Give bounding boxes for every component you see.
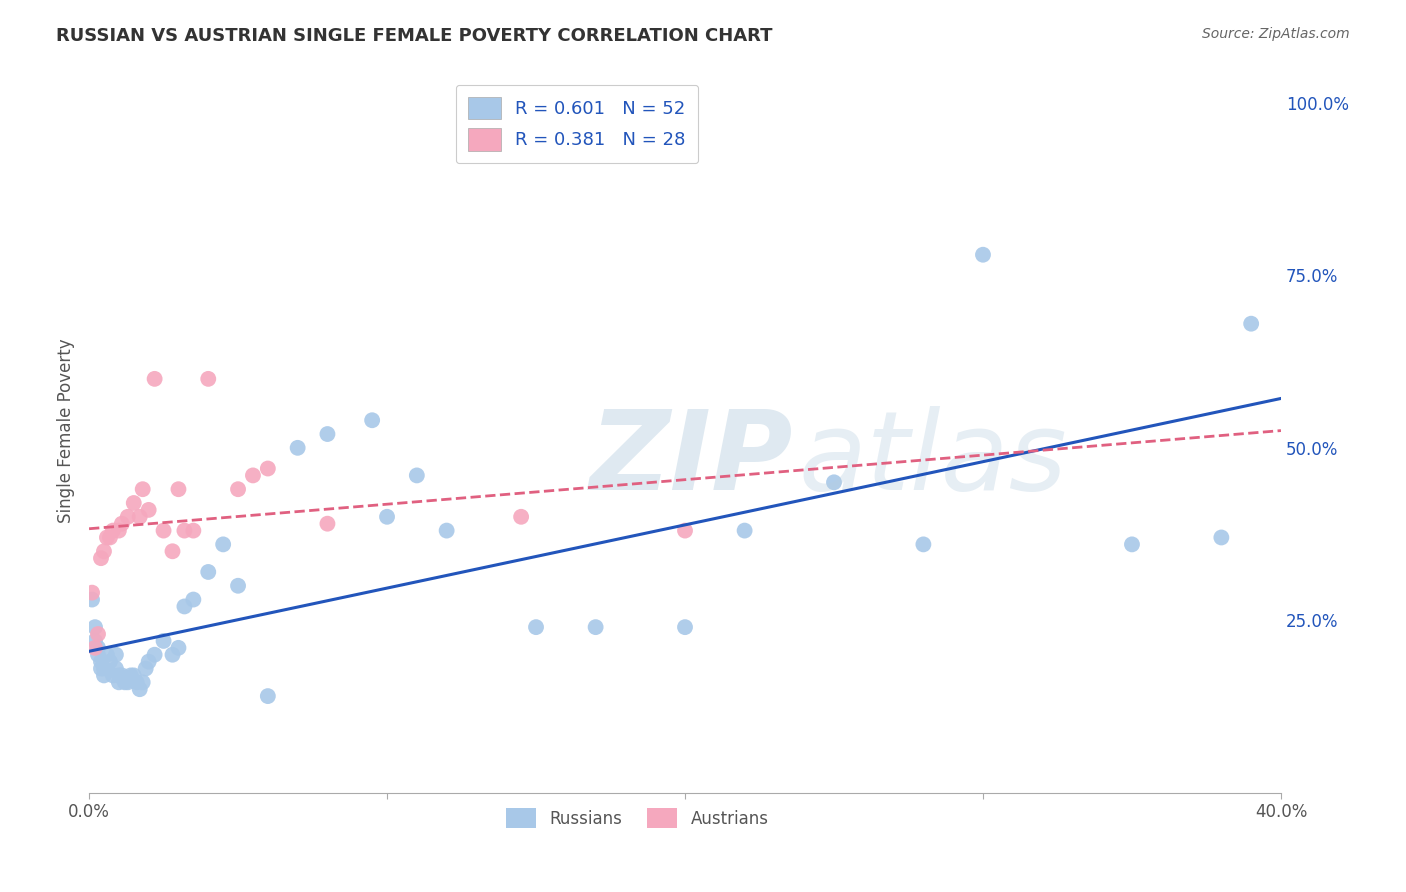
Point <box>128 682 150 697</box>
Point <box>173 524 195 538</box>
Point <box>84 640 107 655</box>
Point <box>120 668 142 682</box>
Point <box>167 482 190 496</box>
Point <box>972 248 994 262</box>
Point <box>80 592 103 607</box>
Point <box>375 509 398 524</box>
Point <box>108 668 131 682</box>
Point <box>183 592 205 607</box>
Point <box>823 475 845 490</box>
Point <box>104 648 127 662</box>
Point <box>131 675 153 690</box>
Point <box>316 427 339 442</box>
Point <box>1121 537 1143 551</box>
Point <box>183 524 205 538</box>
Point <box>167 640 190 655</box>
Point <box>114 675 136 690</box>
Point <box>111 516 134 531</box>
Point <box>673 524 696 538</box>
Point <box>405 468 427 483</box>
Point <box>84 620 107 634</box>
Legend: Russians, Austrians: Russians, Austrians <box>499 801 775 835</box>
Point <box>152 634 174 648</box>
Point <box>90 661 112 675</box>
Point <box>93 661 115 675</box>
Point <box>524 620 547 634</box>
Point <box>87 648 110 662</box>
Point <box>93 668 115 682</box>
Point <box>242 468 264 483</box>
Point <box>143 648 166 662</box>
Point <box>98 531 121 545</box>
Point <box>135 661 157 675</box>
Text: Source: ZipAtlas.com: Source: ZipAtlas.com <box>1202 27 1350 41</box>
Point <box>510 509 533 524</box>
Point <box>96 531 118 545</box>
Point <box>162 544 184 558</box>
Point <box>734 524 756 538</box>
Point <box>90 551 112 566</box>
Point <box>122 668 145 682</box>
Point <box>143 372 166 386</box>
Point <box>257 461 280 475</box>
Point <box>98 655 121 669</box>
Point <box>122 496 145 510</box>
Point <box>125 675 148 690</box>
Point <box>152 524 174 538</box>
Point <box>87 640 110 655</box>
Point <box>108 675 131 690</box>
Point <box>111 668 134 682</box>
Point <box>257 689 280 703</box>
Point <box>117 509 139 524</box>
Point <box>585 620 607 634</box>
Point <box>162 648 184 662</box>
Point <box>436 524 458 538</box>
Point <box>87 627 110 641</box>
Point <box>226 579 249 593</box>
Point <box>96 648 118 662</box>
Point <box>226 482 249 496</box>
Text: ZIP: ZIP <box>589 406 793 513</box>
Point <box>287 441 309 455</box>
Point <box>1211 531 1233 545</box>
Point <box>101 668 124 682</box>
Point <box>108 524 131 538</box>
Point <box>90 655 112 669</box>
Text: atlas: atlas <box>799 406 1067 513</box>
Point <box>117 675 139 690</box>
Point <box>104 661 127 675</box>
Point <box>93 544 115 558</box>
Point <box>912 537 935 551</box>
Point <box>197 565 219 579</box>
Point <box>173 599 195 614</box>
Point <box>101 524 124 538</box>
Point <box>1240 317 1263 331</box>
Point <box>128 509 150 524</box>
Point <box>131 482 153 496</box>
Text: RUSSIAN VS AUSTRIAN SINGLE FEMALE POVERTY CORRELATION CHART: RUSSIAN VS AUSTRIAN SINGLE FEMALE POVERT… <box>56 27 773 45</box>
Point <box>84 634 107 648</box>
Point <box>673 620 696 634</box>
Point <box>316 516 339 531</box>
Y-axis label: Single Female Poverty: Single Female Poverty <box>58 338 75 523</box>
Point <box>80 585 103 599</box>
Point <box>197 372 219 386</box>
Point <box>212 537 235 551</box>
Point <box>361 413 384 427</box>
Point <box>138 655 160 669</box>
Point <box>138 503 160 517</box>
